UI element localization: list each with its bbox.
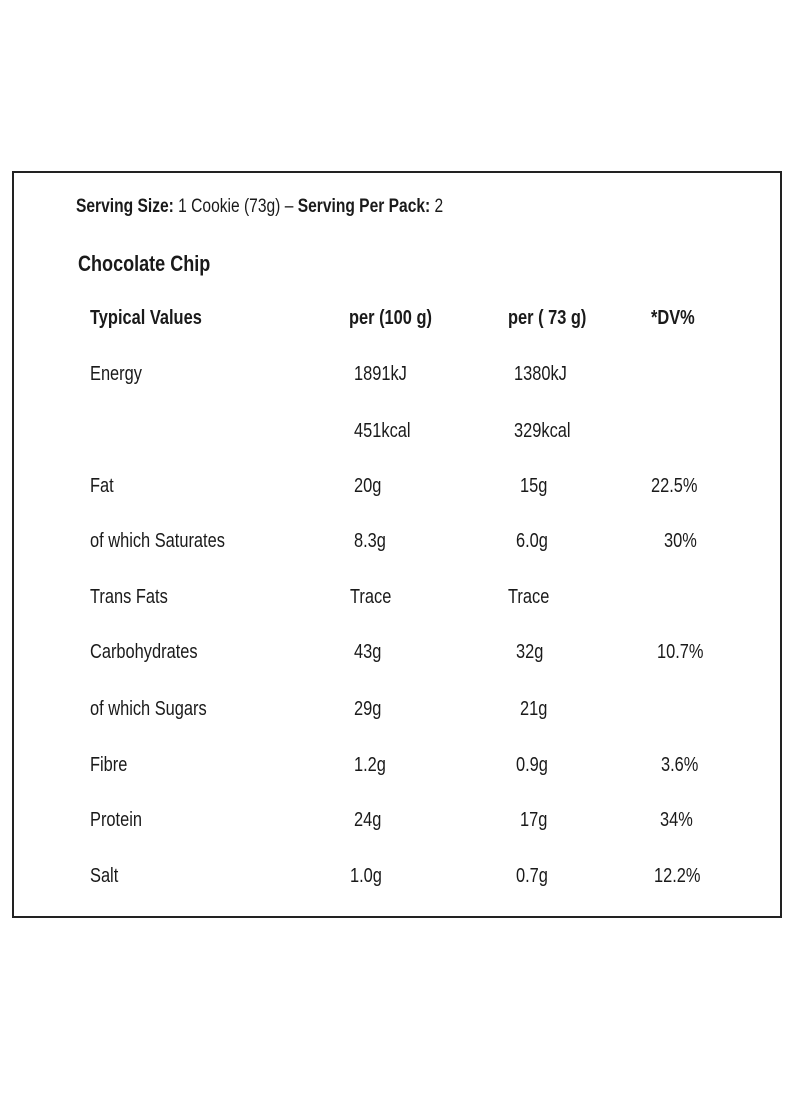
salt-per-100g: 1.0g [350,865,382,887]
row-label-sugars: of which Sugars [90,698,207,720]
serving-size-value: 1 Cookie (73g) [178,196,281,217]
row-label-fibre: Fibre [90,754,128,776]
fat-per-serving: 15g [520,475,548,497]
carbohydrates-per-100g: 43g [354,641,382,663]
row-label-saturates: of which Saturates [90,530,225,552]
sugars-per-serving: 21g [520,698,548,720]
saturates-per-100g: 8.3g [354,530,386,552]
energy-kcal-per-serving: 329kcal [514,420,571,442]
trans-fats-per-serving: Trace [508,586,550,608]
serving-size-label: Serving Size: [76,196,174,217]
nutrition-panel [12,171,782,918]
row-label-carbohydrates: Carbohydrates [90,641,198,663]
header-dv-percent: *DV% [651,307,695,329]
row-label-salt: Salt [90,865,119,887]
serving-separator: – [284,196,294,217]
header-per-73g: per ( 73 g) [508,307,587,329]
trans-fats-per-100g: Trace [350,586,392,608]
protein-per-100g: 24g [354,809,382,831]
fibre-per-100g: 1.2g [354,754,386,776]
fibre-per-serving: 0.9g [516,754,548,776]
fat-per-100g: 20g [354,475,382,497]
salt-dv: 12.2% [654,865,701,887]
sugars-per-100g: 29g [354,698,382,720]
fat-dv: 22.5% [651,475,698,497]
row-label-protein: Protein [90,809,142,831]
protein-dv: 34% [660,809,693,831]
salt-per-serving: 0.7g [516,865,548,887]
header-typical-values: Typical Values [90,307,202,329]
row-label-fat: Fat [90,475,114,497]
saturates-dv: 30% [664,530,697,552]
saturates-per-serving: 6.0g [516,530,548,552]
energy-kcal-per-100g: 451kcal [354,420,411,442]
carbohydrates-per-serving: 32g [516,641,544,663]
serving-per-pack-value: 2 [434,196,444,217]
serving-info: Serving Size: 1 Cookie (73g) – Serving P… [76,196,443,218]
product-title: Chocolate Chip [78,251,211,276]
carbohydrates-dv: 10.7% [657,641,704,663]
header-per-100g: per (100 g) [349,307,432,329]
fibre-dv: 3.6% [661,754,699,776]
energy-kj-per-serving: 1380kJ [514,363,567,385]
protein-per-serving: 17g [520,809,548,831]
row-label-trans-fats: Trans Fats [90,586,168,608]
energy-kj-per-100g: 1891kJ [354,363,407,385]
row-label-energy: Energy [90,363,142,385]
serving-per-pack-label: Serving Per Pack: [297,196,431,217]
